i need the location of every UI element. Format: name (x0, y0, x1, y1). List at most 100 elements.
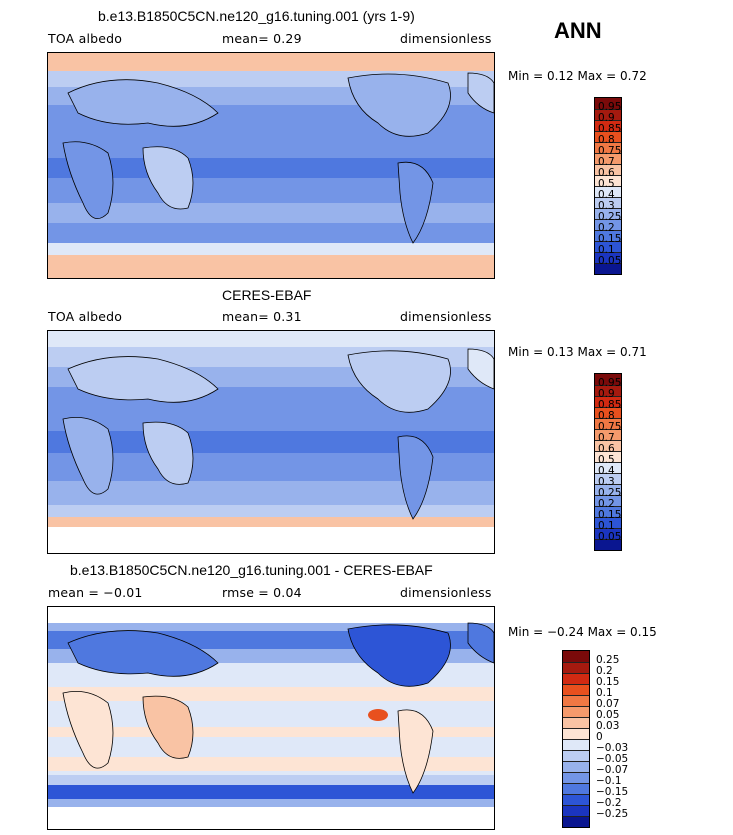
panel1-title: b.e13.B1850C5CN.ne120_g16.tuning.001 (yr… (98, 8, 415, 24)
panel2-colorbar-swatch (595, 396, 621, 407)
panel3-map (47, 606, 495, 830)
panel2-units-label: dimensionless (400, 309, 492, 324)
panel3-map-svg (48, 607, 494, 829)
panel3-colorbar-label: 0.15 (596, 676, 620, 688)
panel2-colorbar-label: 0.85 (598, 399, 622, 411)
panel1-colorbar-label: 0.6 (598, 167, 615, 179)
panel1-colorbar (594, 97, 622, 275)
panel3-colorbar-swatch (563, 805, 589, 816)
panel3-colorbar-swatch (563, 761, 589, 772)
panel2-colorbar-swatch (595, 374, 621, 385)
panel3-colorbar-swatch (563, 772, 589, 783)
panel2-colorbar-swatch (595, 473, 621, 484)
panel1-colorbar-label: 0.85 (598, 123, 622, 135)
panel3-colorbar-label: 0.2 (596, 665, 613, 677)
panel1-colorbar-label: 0.15 (598, 233, 622, 245)
panel2-colorbar-label: 0.05 (598, 531, 622, 543)
panel1-variable-label: TOA albedo (48, 31, 123, 46)
panel1-colorbar-label: 0.95 (598, 101, 622, 113)
panel1-colorbar-swatch (595, 164, 621, 175)
panel3-colorbar (562, 650, 590, 828)
panel2-colorbar-label: 0.8 (598, 410, 615, 422)
panel1-colorbar-swatch (595, 120, 621, 131)
panel3-colorbar-label: 0.05 (596, 709, 620, 721)
panel2-variable-label: TOA albedo (48, 309, 123, 324)
panel3-colorbar-swatch (563, 684, 589, 695)
panel1-colorbar-label: 0.1 (598, 244, 615, 256)
panel2-colorbar (594, 373, 622, 551)
panel3-colorbar-swatch (563, 673, 589, 684)
panel2-colorbar-label: 0.25 (598, 487, 622, 499)
panel3-colorbar-label: −0.2 (596, 797, 622, 809)
panel1-colorbar-swatch (595, 131, 621, 142)
panel1-colorbar-swatch (595, 230, 621, 241)
panel2-colorbar-swatch (595, 429, 621, 440)
panel3-colorbar-swatch (563, 750, 589, 761)
panel3-colorbar-label: −0.15 (596, 786, 629, 798)
panel1-colorbar-label: 0.9 (598, 112, 615, 124)
panel1-units-label: dimensionless (400, 31, 492, 46)
panel2-colorbar-swatch (595, 484, 621, 495)
panel2-map-svg (48, 331, 494, 553)
panel1-colorbar-label: 0.05 (598, 255, 622, 267)
panel3-colorbar-swatch (563, 728, 589, 739)
panel2-colorbar-swatch (595, 528, 621, 539)
panel2-colorbar-swatch (595, 539, 621, 550)
panel2-colorbar-swatch (595, 451, 621, 462)
panel3-colorbar-swatch (563, 706, 589, 717)
panel3-colorbar-label: −0.07 (596, 764, 629, 776)
panel3-colorbar-label: 0 (596, 731, 603, 743)
panel1-colorbar-swatch (595, 186, 621, 197)
panel1-colorbar-label: 0.5 (598, 178, 615, 190)
panel2-colorbar-label: 0.6 (598, 443, 615, 455)
panel2-colorbar-label: 0.3 (598, 476, 615, 488)
panel3-colorbar-label: −0.25 (596, 808, 629, 820)
panel1-colorbar-label: 0.7 (598, 156, 615, 168)
panel1-colorbar-swatch (595, 219, 621, 230)
panel2-colorbar-swatch (595, 440, 621, 451)
panel3-colorbar-swatch (563, 783, 589, 794)
panel3-colorbar-swatch (563, 695, 589, 706)
panel2-colorbar-label: 0.4 (598, 465, 615, 477)
panel1-colorbar-swatch (595, 241, 621, 252)
panel1-colorbar-label: 0.4 (598, 189, 615, 201)
panel3-colorbar-swatch (563, 816, 589, 827)
panel3-colorbar-label: −0.1 (596, 775, 622, 787)
panel1-colorbar-swatch (595, 252, 621, 263)
panel1-minmax: Min = 0.12 Max = 0.72 (508, 69, 647, 83)
panel1-colorbar-label: 0.75 (598, 145, 622, 157)
panel1-colorbar-swatch (595, 153, 621, 164)
panel3-colorbar-label: −0.03 (596, 742, 629, 754)
panel1-colorbar-label: 0.3 (598, 200, 615, 212)
panel2-colorbar-swatch (595, 462, 621, 473)
panel2-mean-label: mean= 0.31 (222, 309, 302, 324)
panel1-colorbar-swatch (595, 175, 621, 186)
panel3-colorbar-swatch (563, 662, 589, 673)
panel3-rmse-label: rmse = 0.04 (222, 585, 302, 600)
panel2-colorbar-label: 0.5 (598, 454, 615, 466)
panel2-colorbar-label: 0.2 (598, 498, 615, 510)
panel3-colorbar-swatch (563, 739, 589, 750)
panel2-colorbar-label: 0.1 (598, 520, 615, 532)
panel3-colorbar-swatch (563, 794, 589, 805)
panel2-title: CERES-EBAF (222, 287, 312, 303)
panel2-map (47, 330, 495, 554)
season-label: ANN (554, 18, 602, 43)
panel2-colorbar-swatch (595, 495, 621, 506)
panel2-colorbar-swatch (595, 418, 621, 429)
panel2-colorbar-label: 0.95 (598, 377, 622, 389)
panel1-colorbar-swatch (595, 142, 621, 153)
panel1-map (47, 52, 495, 279)
panel3-minmax: Min = −0.24 Max = 0.15 (508, 625, 657, 639)
panel1-colorbar-swatch (595, 109, 621, 120)
panel3-units-label: dimensionless (400, 585, 492, 600)
panel1-colorbar-swatch (595, 98, 621, 109)
panel2-colorbar-label: 0.9 (598, 388, 615, 400)
panel1-colorbar-label: 0.8 (598, 134, 615, 146)
panel3-colorbar-label: 0.1 (596, 687, 613, 699)
panel1-map-svg (48, 53, 494, 278)
panel3-title: b.e13.B1850C5CN.ne120_g16.tuning.001 - C… (70, 562, 433, 578)
panel2-colorbar-swatch (595, 407, 621, 418)
panel3-colorbar-swatch (563, 651, 589, 662)
panel2-colorbar-swatch (595, 517, 621, 528)
